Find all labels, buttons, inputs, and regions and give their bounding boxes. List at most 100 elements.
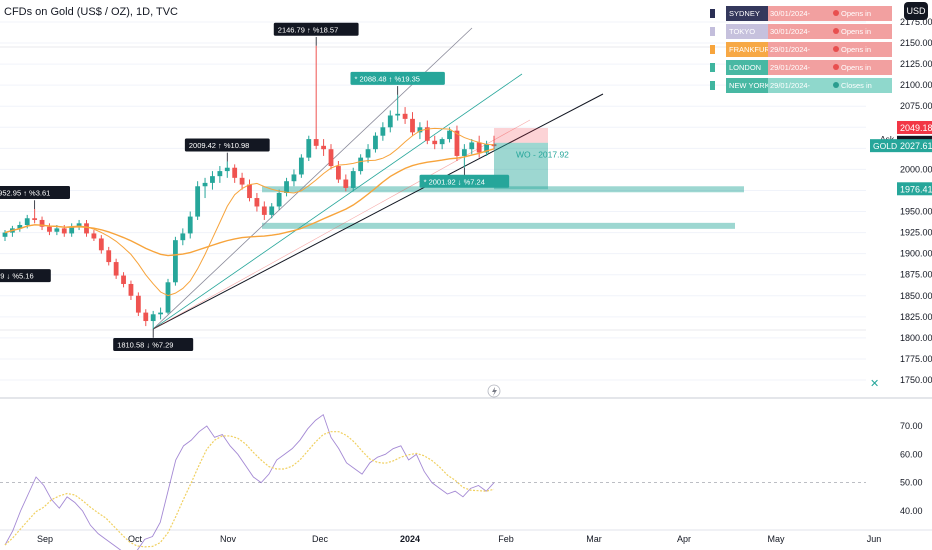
price-tick-label: 1750.00 — [900, 375, 932, 385]
candle-body — [424, 127, 430, 141]
moving-averages — [4, 127, 495, 297]
candle-body — [432, 140, 438, 145]
price-badge-label: 2027.61 — [900, 141, 932, 151]
price-badge — [897, 139, 932, 153]
session-name: LONDON — [726, 60, 771, 75]
callout-box — [0, 186, 70, 200]
annotations: 1952.95 ↑ %3.61 1810.58 ↓ %7.29 2009.42 ↑ … — [0, 22, 510, 351]
time-tick-label: May — [767, 534, 785, 544]
candle-body — [336, 166, 341, 180]
time-tick-label: Oct — [128, 534, 143, 544]
rsi-line — [4, 413, 495, 550]
stop-zone — [494, 127, 548, 143]
session-row: FRANKFURT 29/01/2024-19:10:30 Opens in 1… — [706, 42, 892, 69]
candle-body — [447, 130, 452, 140]
candle-body — [202, 182, 208, 187]
candle-body — [439, 139, 445, 145]
candle-body — [24, 218, 30, 226]
callout-label: 1952.95 ↑ %3.61 — [0, 189, 50, 198]
price-badge — [897, 120, 932, 134]
sessions-panel: SYDNEY 30/01/2024-05:10:30 Opens in 01:4… — [706, 6, 892, 105]
session-row: LONDON 29/01/2024-13:10:30 Opens in 13:4… — [706, 60, 892, 87]
candle-body — [276, 192, 282, 207]
candle-body — [187, 216, 193, 234]
candle-body — [395, 113, 401, 116]
callout-box — [273, 22, 359, 36]
session-status-text: Closes in 03:49:30 — [841, 81, 872, 105]
quote-label: Ask — [880, 134, 895, 144]
candle-body — [54, 228, 60, 232]
rsi-tick-label: 50.00 — [900, 478, 923, 488]
candle-body — [106, 250, 112, 263]
session-time: 29/01/2024-19:10:30 — [768, 42, 834, 69]
callout-label: 2146.79 ↑ %18.57 — [278, 25, 338, 34]
candle-body — [365, 149, 371, 158]
session-time: 29/01/2024-13:10:30 — [768, 60, 834, 87]
session-status: Opens in 01:49:30 — [832, 6, 892, 33]
callout-label: * 2001.92 ↓ %7.24 — [424, 177, 485, 186]
currency-button[interactable]: USD — [904, 2, 928, 20]
level-badge — [897, 182, 932, 196]
rsi-signal-line — [4, 431, 495, 548]
price-tick-label: 1900.00 — [900, 249, 932, 259]
session-marker — [710, 9, 715, 18]
candle-body — [469, 142, 475, 150]
session-row: NEW YORK 29/01/2024-13:10:30 Closes in 0… — [706, 78, 892, 105]
candle-body — [350, 171, 356, 188]
session-time: 30/01/2024-03:10:30 — [768, 24, 834, 51]
time-tick-label: Mar — [586, 534, 602, 544]
candle-body — [61, 228, 67, 234]
horizontal-levels — [262, 186, 744, 229]
symbol-badge — [870, 139, 897, 153]
price-badge-label: 2049.18 — [900, 123, 932, 133]
candle-body — [306, 139, 312, 158]
session-marker — [710, 63, 715, 72]
callout-label: 1810.58 ↓ %7.29 — [117, 340, 173, 349]
candle-body — [284, 181, 289, 193]
candle-body — [39, 219, 45, 227]
rsi-tick-label: 60.00 — [900, 449, 923, 459]
candle-body — [180, 233, 186, 241]
quote-value: 2027.79 — [900, 134, 931, 144]
callout-box — [419, 174, 510, 188]
candle-body — [261, 206, 267, 215]
time-axis: Sep Oct Nov Dec 2024 Feb Mar Apr May Jun ✕ — [0, 378, 932, 544]
session-name: NEW YORK — [726, 78, 771, 93]
price-tick-label: 2150.00 — [900, 38, 932, 48]
session-status: Opens in 05:49:30 — [832, 24, 892, 51]
candle-body — [32, 218, 38, 220]
candle-body — [135, 295, 141, 313]
candle-body — [47, 226, 52, 232]
status-dot-icon — [833, 82, 839, 88]
candle-body — [91, 233, 97, 239]
price-axis: 2175.002150.002125.002100.002075.002050.… — [870, 17, 932, 385]
candle-body — [76, 223, 82, 227]
candle-body — [195, 186, 201, 217]
rsi-tick-label: 70.00 — [900, 421, 923, 431]
rsi-tick-label: 40.00 — [900, 506, 923, 516]
session-marker — [710, 81, 715, 90]
candle-body — [254, 198, 260, 207]
ma-slow-line — [4, 148, 495, 257]
time-tick-label: Feb — [498, 534, 514, 544]
callout-label: * 2088.48 ↑ %19.35 — [354, 74, 419, 83]
session-status: Opens in 12:49:30 — [832, 42, 892, 69]
candle-body — [358, 157, 364, 172]
time-tick-label: Nov — [220, 534, 237, 544]
candle-body — [173, 240, 178, 283]
session-name: TOKYO — [726, 24, 771, 39]
session-time: 29/01/2024-13:10:30 — [768, 78, 834, 105]
session-name: FRANKFURT — [726, 42, 774, 57]
candle-body — [17, 225, 23, 229]
status-dot-icon — [833, 46, 839, 52]
candle-body — [128, 283, 134, 296]
trendline — [152, 93, 604, 330]
candle-body — [454, 130, 460, 156]
support-zone — [262, 222, 735, 229]
support-zone — [262, 186, 744, 193]
chart-title: CFDs on Gold (US$ / OZ), 1D, TVC — [4, 6, 179, 18]
symbol-badge-label: GOLD — [873, 141, 897, 151]
callout-box — [350, 71, 445, 85]
candle-body — [98, 238, 104, 251]
status-dot-icon — [833, 10, 839, 16]
